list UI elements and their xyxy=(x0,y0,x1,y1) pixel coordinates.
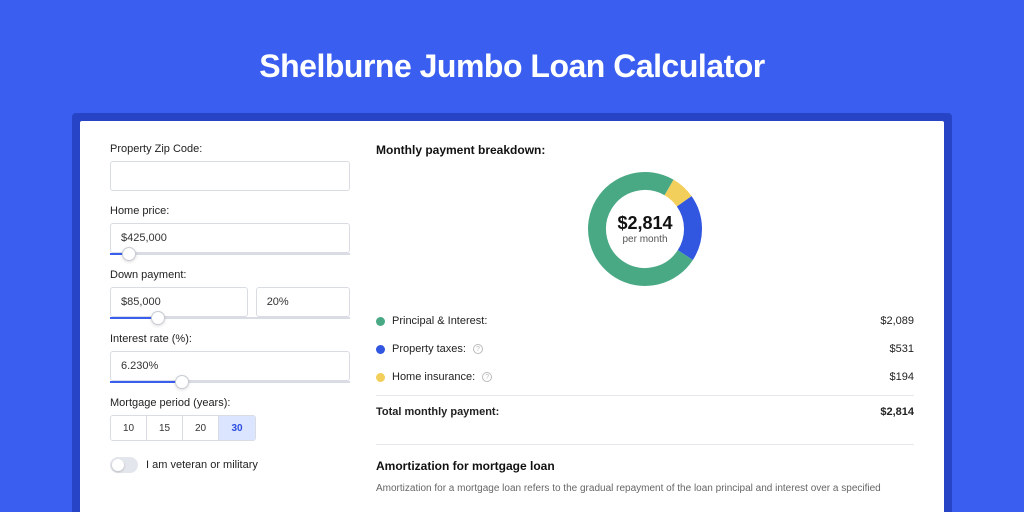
zip-label: Property Zip Code: xyxy=(110,143,350,155)
period-option-20[interactable]: 20 xyxy=(183,416,219,440)
interest-field: Interest rate (%): xyxy=(110,333,350,383)
legend-dot xyxy=(376,317,385,326)
breakdown-title: Monthly payment breakdown: xyxy=(376,143,914,157)
inputs-column: Property Zip Code: Home price: Down paym… xyxy=(110,143,350,512)
home-price-input[interactable] xyxy=(110,223,350,253)
donut-sub: per month xyxy=(617,234,672,245)
page-title: Shelburne Jumbo Loan Calculator xyxy=(0,0,1024,113)
breakdown-label: Home insurance: xyxy=(392,371,475,383)
donut-amount: $2,814 xyxy=(617,213,672,234)
home-price-field: Home price: xyxy=(110,205,350,255)
zip-input[interactable] xyxy=(110,161,350,191)
info-icon[interactable]: ? xyxy=(473,344,483,354)
breakdown-row: Property taxes:? $531 xyxy=(376,335,914,363)
breakdown-value: $2,089 xyxy=(880,315,914,327)
period-option-30[interactable]: 30 xyxy=(219,416,255,440)
home-price-slider[interactable] xyxy=(110,253,350,255)
donut-center: $2,814 per month xyxy=(617,213,672,245)
donut-slice-insurance xyxy=(669,187,684,201)
breakdown-label: Property taxes: xyxy=(392,343,466,355)
divider xyxy=(376,444,914,445)
breakdown-row: Home insurance:? $194 xyxy=(376,363,914,391)
down-payment-percent-input[interactable] xyxy=(256,287,350,317)
down-payment-slider[interactable] xyxy=(110,317,350,319)
veteran-toggle[interactable] xyxy=(110,457,138,473)
veteran-label: I am veteran or military xyxy=(146,459,258,471)
down-payment-field: Down payment: xyxy=(110,269,350,319)
legend-dot xyxy=(376,345,385,354)
info-icon[interactable]: ? xyxy=(482,372,492,382)
slider-thumb[interactable] xyxy=(122,247,136,261)
period-label: Mortgage period (years): xyxy=(110,397,350,409)
total-label: Total monthly payment: xyxy=(376,406,499,418)
breakdown-value: $194 xyxy=(890,371,914,383)
breakdown-label: Principal & Interest: xyxy=(392,315,487,327)
breakdown-value: $531 xyxy=(890,343,914,355)
donut-slice-taxes xyxy=(684,201,693,255)
down-payment-label: Down payment: xyxy=(110,269,350,281)
interest-slider[interactable] xyxy=(110,381,350,383)
toggle-knob xyxy=(112,459,124,471)
breakdown-row: Principal & Interest: $2,089 xyxy=(376,307,914,335)
slider-thumb[interactable] xyxy=(175,375,189,389)
donut-chart: $2,814 per month xyxy=(376,169,914,289)
period-option-10[interactable]: 10 xyxy=(111,416,147,440)
breakdown-column: Monthly payment breakdown: $2,814 per mo… xyxy=(376,143,914,512)
down-payment-amount-input[interactable] xyxy=(110,287,248,317)
period-field: Mortgage period (years): 10152030 xyxy=(110,397,350,441)
veteran-row: I am veteran or military xyxy=(110,457,350,473)
period-option-15[interactable]: 15 xyxy=(147,416,183,440)
slider-thumb[interactable] xyxy=(151,311,165,325)
total-value: $2,814 xyxy=(880,406,914,418)
breakdown-rows: Principal & Interest: $2,089 Property taxe… xyxy=(376,307,914,391)
zip-field: Property Zip Code: xyxy=(110,143,350,191)
period-buttons: 10152030 xyxy=(110,415,256,441)
interest-input[interactable] xyxy=(110,351,350,381)
calculator-card: Property Zip Code: Home price: Down paym… xyxy=(80,121,944,512)
amortization-text: Amortization for a mortgage loan refers … xyxy=(376,481,914,496)
legend-dot xyxy=(376,373,385,382)
interest-label: Interest rate (%): xyxy=(110,333,350,345)
card-shadow: Property Zip Code: Home price: Down paym… xyxy=(72,113,952,512)
total-row: Total monthly payment: $2,814 xyxy=(376,395,914,426)
amortization-title: Amortization for mortgage loan xyxy=(376,459,914,473)
home-price-label: Home price: xyxy=(110,205,350,217)
